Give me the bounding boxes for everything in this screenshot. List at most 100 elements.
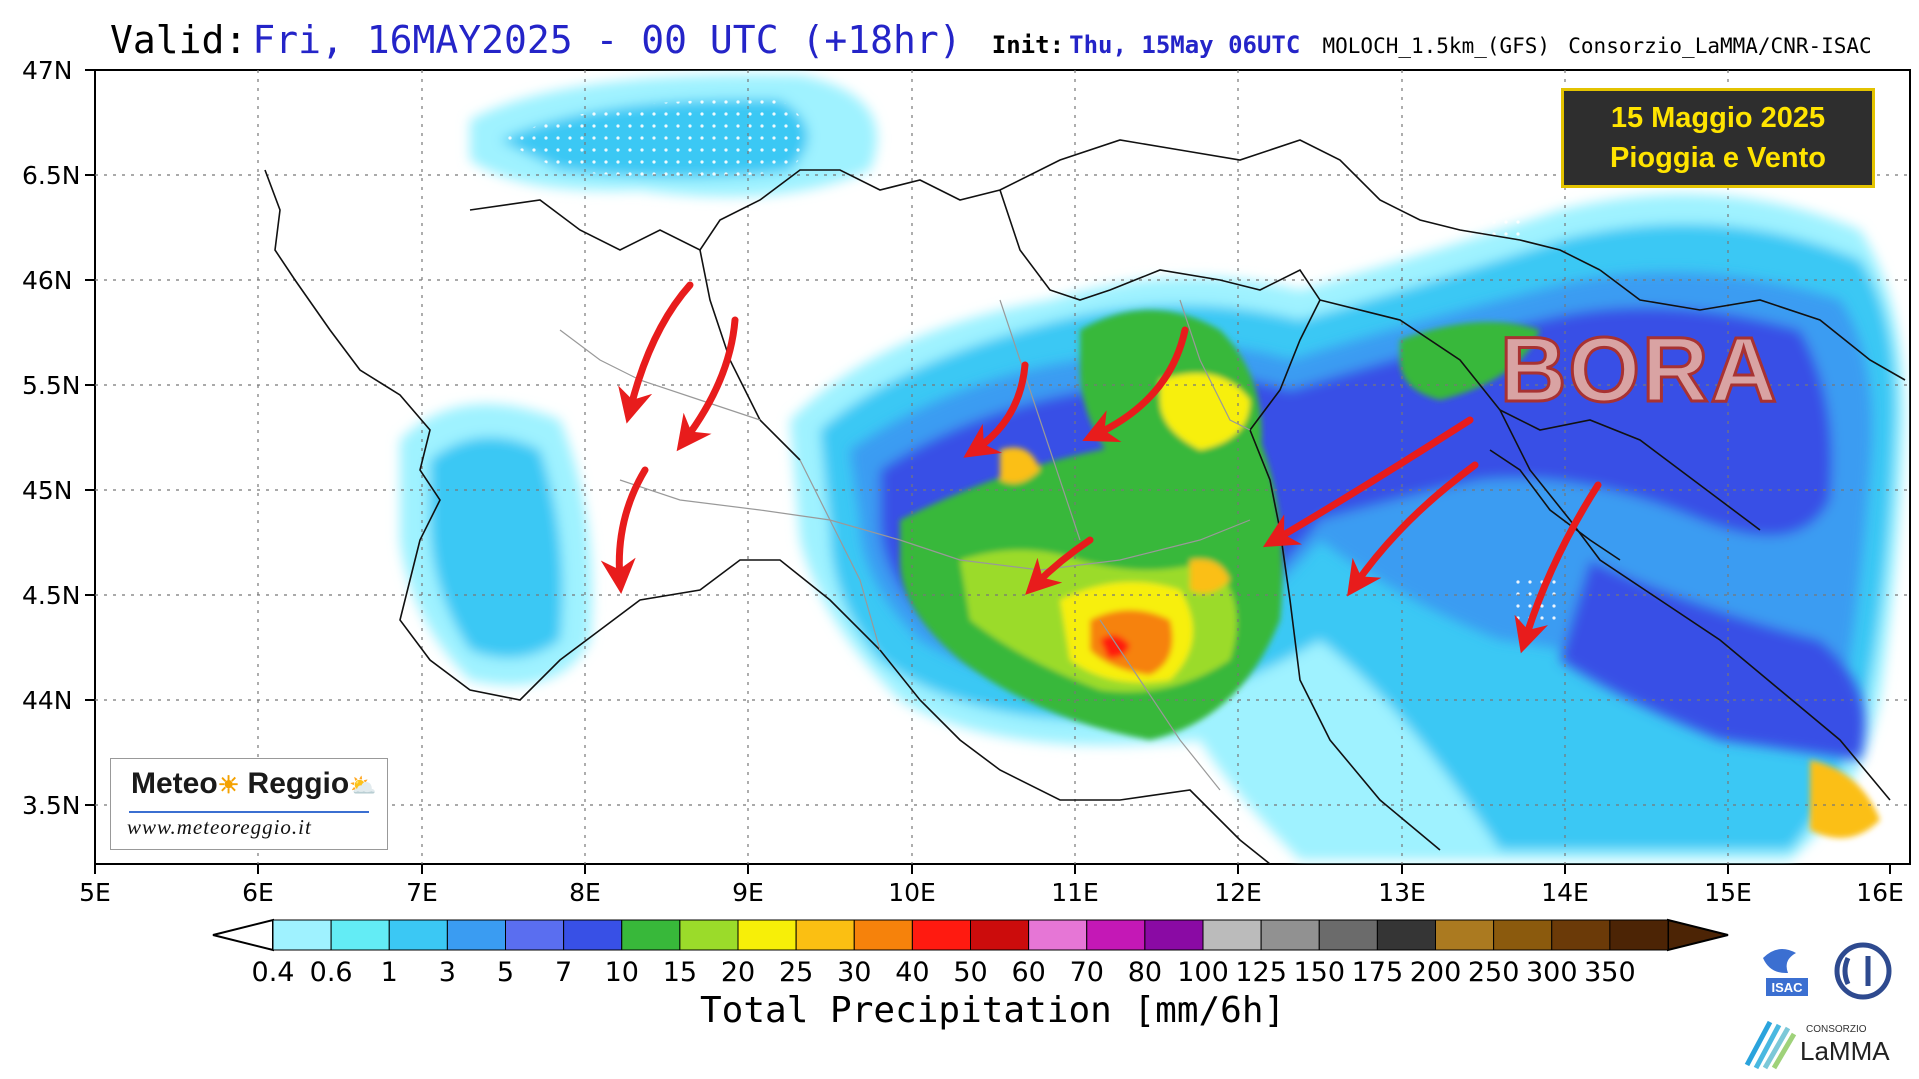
colorbar-segment — [1551, 919, 1611, 951]
lat-label: 47N — [22, 56, 73, 85]
colorbar-segment — [911, 919, 971, 951]
colorbar-segment — [1609, 919, 1669, 951]
colorbar-label: 125 — [1235, 957, 1287, 988]
map-header: Valid: Fri, 16MAY2025 - 00 UTC (+18hr) I… — [110, 18, 1872, 62]
lon-label: 11E — [1051, 878, 1099, 907]
colorbar-label: 40 — [895, 957, 930, 988]
logo-url: www.meteoreggio.it — [127, 815, 312, 839]
colorbar-segment — [970, 919, 1030, 951]
lat-label: 3.5N — [22, 791, 81, 820]
colorbar-segment — [853, 919, 913, 951]
wind-arrow — [1082, 326, 1189, 442]
sun-icon: ☀ — [217, 772, 240, 799]
lon-label: 16E — [1856, 878, 1904, 907]
colorbar-segment — [272, 919, 332, 951]
logo-name-right: Reggio — [247, 767, 350, 800]
annotation-box: 15 Maggio 2025 Pioggia e Vento — [1561, 88, 1875, 188]
colorbar-label: 50 — [953, 957, 988, 988]
colorbar-segment — [1086, 919, 1146, 951]
wind-arrow — [1347, 461, 1479, 597]
borders — [264, 139, 1906, 864]
colorbar-segment — [1493, 919, 1553, 951]
colorbar-label: 7 — [555, 957, 573, 988]
wind-arrow — [1262, 416, 1474, 548]
colorbar-segment — [563, 919, 623, 951]
lat-label: 44N — [22, 686, 73, 715]
colorbar-label: 30 — [837, 957, 872, 988]
wind-arrow — [600, 466, 649, 594]
lon-label: 10E — [888, 878, 936, 907]
snow-stipple — [450, 99, 1560, 620]
model-name: MOLOCH_1.5km_(GFS) — [1322, 34, 1551, 58]
colorbar-segment — [1260, 919, 1320, 951]
isac-text: ISAC — [1771, 980, 1803, 995]
provider-name: Consorzio_LaMMA/CNR-ISAC — [1568, 34, 1872, 58]
wind-arrows — [600, 281, 1602, 654]
lat-label: 45N — [22, 476, 73, 505]
wind-arrow — [1025, 536, 1094, 595]
colorbar-label: 15 — [662, 957, 698, 988]
lon-label: 7E — [406, 878, 438, 907]
wind-arrow — [1514, 481, 1602, 654]
colorbar-segment — [1318, 919, 1378, 951]
valid-value: Fri, 16MAY2025 - 00 UTC (+18hr) — [252, 18, 962, 62]
colorbar-segment — [737, 919, 797, 951]
colorbar-left-triangle — [212, 918, 274, 952]
logo-title: Meteo☀ Reggio⛅ — [131, 767, 377, 801]
isac-cnr-logo: ISAC — [1763, 942, 1892, 1000]
colorbar-segment — [330, 919, 390, 951]
colorbar-title: Total Precipitation [mm/6h] — [700, 990, 1286, 1031]
lon-label: 12E — [1214, 878, 1262, 907]
precip-field-heavy — [900, 310, 1880, 838]
lon-label: 6E — [242, 878, 274, 907]
annotation-subtitle: Pioggia e Vento — [1610, 142, 1826, 174]
init-value: Thu, 15May 06UTC — [1069, 31, 1301, 59]
lon-label: 8E — [569, 878, 601, 907]
lon-label: 5E — [79, 878, 111, 907]
colorbar-label: 150 — [1293, 957, 1346, 988]
colorbar-label: 3 — [438, 957, 456, 988]
colorbar-segment — [1435, 919, 1495, 951]
sun-cloud-icon: ⛅ — [349, 773, 377, 798]
valid-label: Valid: — [110, 18, 248, 62]
wind-arrow — [963, 361, 1029, 458]
colorbar-label: 175 — [1351, 957, 1404, 988]
colorbar-label: 250 — [1467, 957, 1520, 988]
axis-ticks — [85, 69, 1891, 874]
lat-label: 46N — [22, 266, 73, 295]
lon-label: 9E — [732, 878, 764, 907]
wind-arrow — [618, 281, 694, 424]
colorbar-label: 60 — [1011, 957, 1046, 988]
colorbar-segment — [1144, 919, 1204, 951]
colorbar-label: 25 — [778, 957, 814, 988]
lon-label: 13E — [1378, 878, 1426, 907]
colorbar-label: 200 — [1409, 957, 1462, 988]
lat-label: 4.5N — [22, 581, 81, 610]
colorbar-segment — [505, 919, 565, 951]
colorbar-label: 70 — [1069, 957, 1104, 988]
colorbar-segment — [1376, 919, 1436, 951]
colorbar-label: 350 — [1584, 957, 1636, 988]
colorbar-label: 1 — [380, 957, 398, 988]
lamma-consorzio: CONSORZIO — [1806, 1024, 1867, 1035]
lon-label: 14E — [1541, 878, 1589, 907]
lamma-name: LaMMA — [1800, 1036, 1890, 1066]
init-label: Init: — [991, 31, 1065, 59]
colorbar-segment — [679, 919, 739, 951]
colorbar-segment — [388, 919, 448, 951]
lamma-logo — [1744, 1020, 1797, 1070]
colorbar-segment — [795, 919, 855, 951]
colorbar — [212, 918, 1729, 952]
colorbar-segment — [446, 919, 506, 951]
wind-arrow — [676, 316, 739, 452]
colorbar-label: 100 — [1177, 957, 1229, 988]
colorbar-segment — [621, 919, 681, 951]
logo-divider — [129, 811, 369, 813]
annotation-date: 15 Maggio 2025 — [1610, 102, 1826, 134]
lat-label: 6.5N — [22, 161, 81, 190]
bora-label: BORA — [1499, 318, 1779, 423]
colorbar-label: 300 — [1525, 957, 1578, 988]
meteoreggio-logo: Meteo☀ Reggio⛅ www.meteoreggio.it — [110, 758, 388, 850]
colorbar-segment — [1028, 919, 1088, 951]
